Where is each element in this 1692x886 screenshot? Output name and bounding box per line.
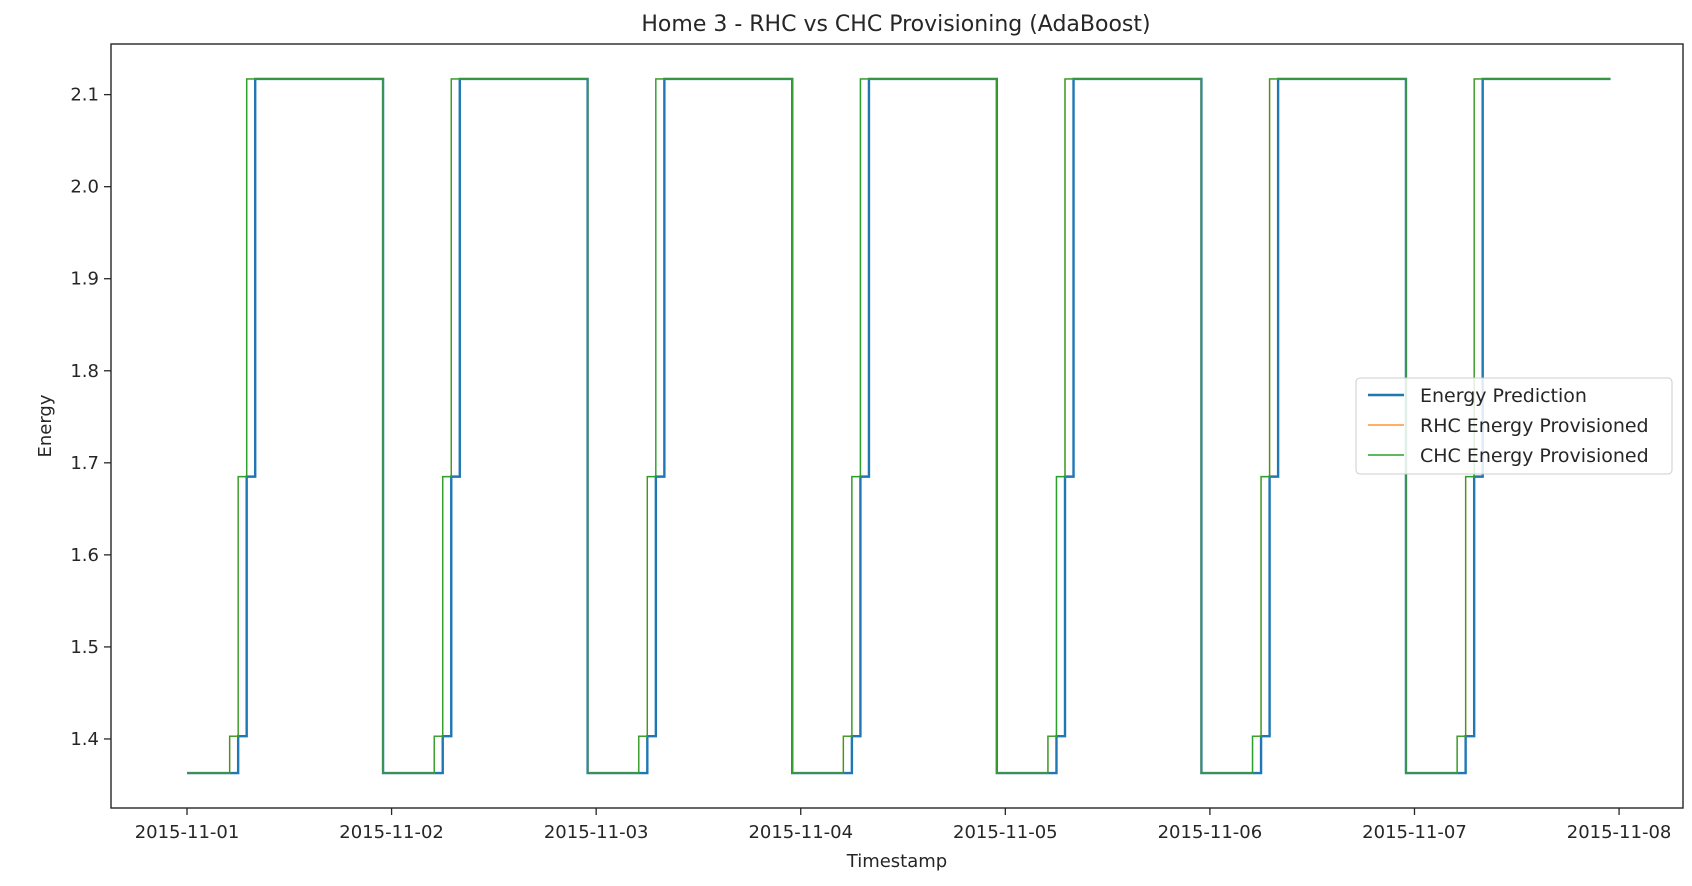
legend-label-1: Energy Prediction xyxy=(1420,385,1587,407)
y-tick-label: 1.6 xyxy=(70,545,99,566)
y-tick-label: 1.9 xyxy=(70,269,99,290)
y-axis: 1.4 1.5 1.6 1.7 1.8 1.9 2.0 2.1 xyxy=(70,85,111,750)
y-tick-label: 1.7 xyxy=(70,453,99,474)
x-tick-label: 2015-11-08 xyxy=(1567,822,1672,843)
legend: Energy Prediction RHC Energy Provisioned C… xyxy=(1355,377,1673,475)
legend-label-3: CHC Energy Provisioned xyxy=(1420,445,1649,467)
y-tick-label: 1.5 xyxy=(70,637,99,658)
x-tick-label: 2015-11-02 xyxy=(339,822,444,843)
plot-frame xyxy=(110,43,1684,809)
y-axis-label: Energy xyxy=(35,394,56,457)
series-layer xyxy=(187,77,1611,775)
y-tick-label: 2.1 xyxy=(70,85,99,106)
x-tick-label: 2015-11-01 xyxy=(135,822,240,843)
x-axis: 2015-11-01 2015-11-02 2015-11-03 2015-11-04… xyxy=(135,808,1672,843)
series-line-3 xyxy=(187,78,1611,774)
y-tick-label: 2.0 xyxy=(70,177,99,198)
x-tick-label: 2015-11-03 xyxy=(544,822,649,843)
chart-title: Home 3 - RHC vs CHC Provisioning (AdaBoo… xyxy=(641,12,1150,37)
x-tick-label: 2015-11-04 xyxy=(748,822,853,843)
y-tick-label: 1.8 xyxy=(70,361,99,382)
x-tick-label: 2015-11-07 xyxy=(1362,822,1467,843)
legend-label-2: RHC Energy Provisioned xyxy=(1420,415,1649,437)
x-axis-label: Timestamp xyxy=(846,851,947,872)
y-tick-label: 1.4 xyxy=(70,729,99,750)
x-tick-label: 2015-11-05 xyxy=(953,822,1058,843)
series-line-1 xyxy=(187,77,1611,775)
x-tick-label: 2015-11-06 xyxy=(1158,822,1263,843)
legend-box xyxy=(1355,377,1673,475)
